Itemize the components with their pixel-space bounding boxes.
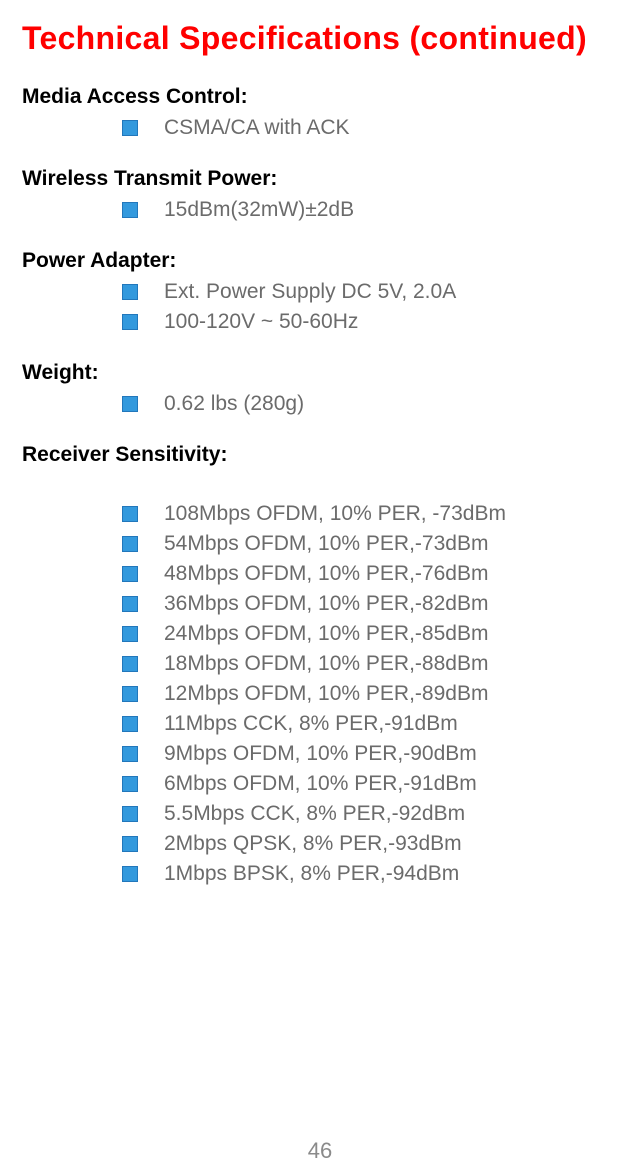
spec-section: Receiver Sensitivity: 108Mbps OFDM, 10% P… bbox=[22, 443, 632, 887]
list-item-text: 18Mbps OFDM, 10% PER,-88dBm bbox=[164, 651, 488, 677]
list-item-text: 0.62 lbs (280g) bbox=[164, 391, 304, 417]
square-bullet-icon bbox=[122, 536, 138, 552]
square-bullet-icon bbox=[122, 866, 138, 882]
list-item: Ext. Power Supply DC 5V, 2.0A bbox=[122, 279, 632, 305]
square-bullet-icon bbox=[122, 596, 138, 612]
list-item: 48Mbps OFDM, 10% PER,-76dBm bbox=[122, 561, 632, 587]
square-bullet-icon bbox=[122, 686, 138, 702]
list-item: CSMA/CA with ACK bbox=[122, 115, 632, 141]
square-bullet-icon bbox=[122, 746, 138, 762]
list-item-text: 2Mbps QPSK, 8% PER,-93dBm bbox=[164, 831, 462, 857]
list-item: 11Mbps CCK, 8% PER,-91dBm bbox=[122, 711, 632, 737]
list-item: 5.5Mbps CCK, 8% PER,-92dBm bbox=[122, 801, 632, 827]
square-bullet-icon bbox=[122, 656, 138, 672]
square-bullet-icon bbox=[122, 202, 138, 218]
square-bullet-icon bbox=[122, 566, 138, 582]
square-bullet-icon bbox=[122, 806, 138, 822]
list-item: 36Mbps OFDM, 10% PER,-82dBm bbox=[122, 591, 632, 617]
square-bullet-icon bbox=[122, 626, 138, 642]
list-item: 15dBm(32mW)±2dB bbox=[122, 197, 632, 223]
list-item-text: 24Mbps OFDM, 10% PER,-85dBm bbox=[164, 621, 488, 647]
spec-section: Wireless Transmit Power: 15dBm(32mW)±2dB bbox=[22, 167, 632, 223]
list-item-text: 1Mbps BPSK, 8% PER,-94dBm bbox=[164, 861, 459, 887]
list-item-text: 6Mbps OFDM, 10% PER,-91dBm bbox=[164, 771, 477, 797]
list-item: 6Mbps OFDM, 10% PER,-91dBm bbox=[122, 771, 632, 797]
list-item-text: 108Mbps OFDM, 10% PER, -73dBm bbox=[164, 501, 506, 527]
list-item: 0.62 lbs (280g) bbox=[122, 391, 632, 417]
list-item: 2Mbps QPSK, 8% PER,-93dBm bbox=[122, 831, 632, 857]
list-item-text: Ext. Power Supply DC 5V, 2.0A bbox=[164, 279, 456, 305]
square-bullet-icon bbox=[122, 120, 138, 136]
list-item-text: CSMA/CA with ACK bbox=[164, 115, 350, 141]
list-item: 100-120V ~ 50-60Hz bbox=[122, 309, 632, 335]
square-bullet-icon bbox=[122, 836, 138, 852]
spec-section: Power Adapter: Ext. Power Supply DC 5V, 2… bbox=[22, 249, 632, 335]
list-item: 18Mbps OFDM, 10% PER,-88dBm bbox=[122, 651, 632, 677]
list-item-text: 5.5Mbps CCK, 8% PER,-92dBm bbox=[164, 801, 465, 827]
page-title: Technical Specifications (continued) bbox=[22, 20, 632, 57]
list-item: 12Mbps OFDM, 10% PER,-89dBm bbox=[122, 681, 632, 707]
square-bullet-icon bbox=[122, 314, 138, 330]
spec-section: Weight: 0.62 lbs (280g) bbox=[22, 361, 632, 417]
list-item: 108Mbps OFDM, 10% PER, -73dBm bbox=[122, 501, 632, 527]
list-item: 9Mbps OFDM, 10% PER,-90dBm bbox=[122, 741, 632, 767]
list-item-text: 36Mbps OFDM, 10% PER,-82dBm bbox=[164, 591, 488, 617]
spacer bbox=[22, 473, 632, 501]
square-bullet-icon bbox=[122, 716, 138, 732]
list-item-text: 11Mbps CCK, 8% PER,-91dBm bbox=[164, 711, 458, 737]
list-item-text: 12Mbps OFDM, 10% PER,-89dBm bbox=[164, 681, 488, 707]
section-heading: Power Adapter: bbox=[22, 249, 632, 273]
list-item-text: 9Mbps OFDM, 10% PER,-90dBm bbox=[164, 741, 477, 767]
document-page: Technical Specifications (continued) Med… bbox=[0, 0, 640, 1176]
section-heading: Media Access Control: bbox=[22, 85, 632, 109]
list-item-text: 100-120V ~ 50-60Hz bbox=[164, 309, 358, 335]
list-item: 1Mbps BPSK, 8% PER,-94dBm bbox=[122, 861, 632, 887]
list-item: 24Mbps OFDM, 10% PER,-85dBm bbox=[122, 621, 632, 647]
spec-section: Media Access Control: CSMA/CA with ACK bbox=[22, 85, 632, 141]
square-bullet-icon bbox=[122, 506, 138, 522]
list-item: 54Mbps OFDM, 10% PER,-73dBm bbox=[122, 531, 632, 557]
list-item-text: 48Mbps OFDM, 10% PER,-76dBm bbox=[164, 561, 488, 587]
sections-container: Media Access Control: CSMA/CA with ACK Wir… bbox=[22, 85, 632, 887]
square-bullet-icon bbox=[122, 284, 138, 300]
square-bullet-icon bbox=[122, 396, 138, 412]
section-heading: Weight: bbox=[22, 361, 632, 385]
list-item-text: 15dBm(32mW)±2dB bbox=[164, 197, 354, 223]
section-heading: Wireless Transmit Power: bbox=[22, 167, 632, 191]
square-bullet-icon bbox=[122, 776, 138, 792]
page-number: 46 bbox=[0, 1138, 640, 1164]
list-item-text: 54Mbps OFDM, 10% PER,-73dBm bbox=[164, 531, 488, 557]
section-heading: Receiver Sensitivity: bbox=[22, 443, 632, 467]
